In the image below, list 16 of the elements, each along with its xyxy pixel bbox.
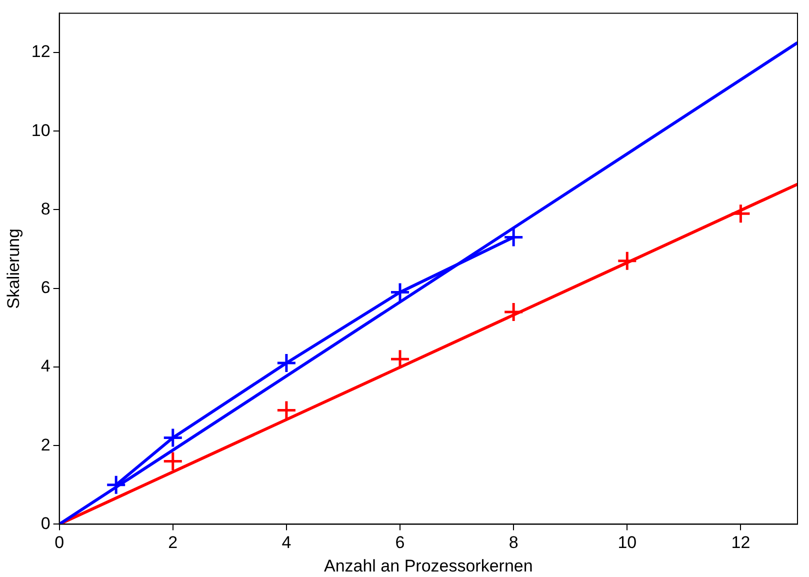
- x-tick-label: 8: [508, 533, 518, 552]
- x-tick-label: 0: [54, 533, 64, 552]
- y-tick-label: 2: [40, 435, 50, 454]
- x-tick-label: 2: [168, 533, 178, 552]
- y-tick-label: 4: [40, 356, 50, 376]
- x-tick-label: 10: [618, 533, 637, 552]
- y-axis-title: Skalierung: [4, 228, 23, 309]
- x-tick-label: 6: [395, 533, 405, 552]
- y-tick-label: 8: [40, 199, 50, 218]
- x-tick-label: 4: [282, 533, 292, 552]
- y-tick-label: 6: [40, 278, 50, 298]
- y-tick-label: 0: [40, 514, 50, 533]
- x-tick-label: 12: [731, 533, 750, 552]
- y-tick-label: 12: [31, 42, 50, 62]
- y-tick-label: 10: [31, 120, 50, 140]
- x-axis-title: Anzahl an Prozessorkernen: [324, 556, 533, 576]
